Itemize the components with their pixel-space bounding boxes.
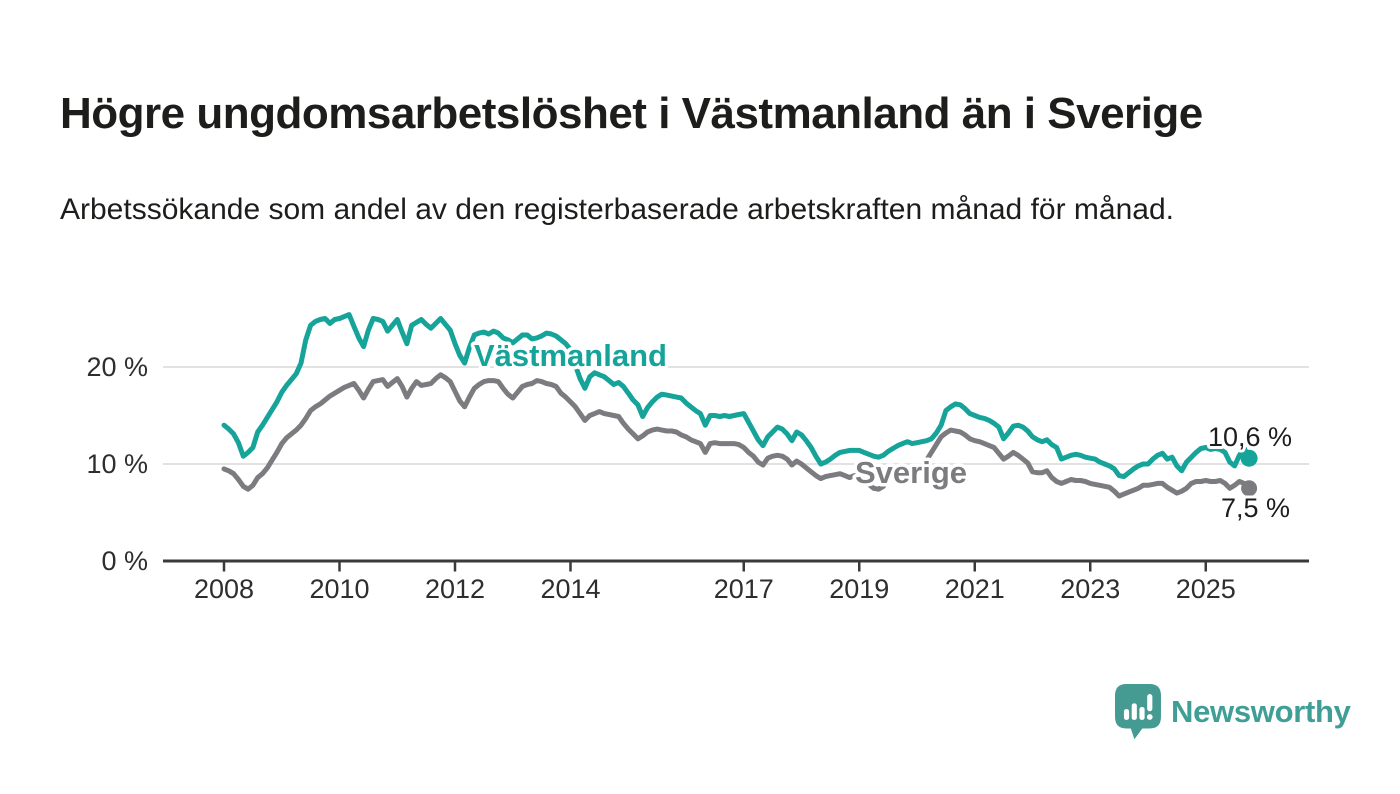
y-tick-label: 10 % (86, 449, 148, 479)
end-value-label-sverige: 7,5 % (1221, 493, 1290, 523)
newsworthy-branding: Newsworthy (1115, 684, 1351, 740)
x-tick-label: 2008 (194, 574, 254, 604)
chart-subtitle: Arbetssökande som andel av den registerb… (60, 193, 1174, 226)
x-tick-label: 2021 (945, 574, 1005, 604)
x-tick-label: 2025 (1176, 574, 1236, 604)
series-line-sverige (221, 372, 1252, 499)
x-tick-label: 2014 (540, 574, 600, 604)
x-tick-label: 2023 (1060, 574, 1120, 604)
series-label-vastmanland: Västmanland (474, 338, 667, 373)
x-tick-label: 2019 (829, 574, 889, 604)
newsworthy-logo-icon (1115, 684, 1161, 740)
end-value-label-vastmanland: 10,6 % (1208, 422, 1292, 452)
x-tick-label: 2017 (714, 574, 774, 604)
newsworthy-logo-text: Newsworthy (1171, 694, 1351, 729)
x-tick-label: 2010 (309, 574, 369, 604)
end-dot-vastmanland (1240, 449, 1258, 467)
series-line-vastmanland (221, 312, 1252, 480)
y-tick-label: 0 % (101, 546, 148, 576)
series-label-sverige: Sverige (855, 455, 967, 490)
x-tick-label: 2012 (425, 574, 485, 604)
y-tick-label: 20 % (86, 352, 148, 382)
end-dot-sverige (1241, 480, 1258, 497)
page-title: Högre ungdomsarbetslöshet i Västmanland … (60, 89, 1203, 139)
